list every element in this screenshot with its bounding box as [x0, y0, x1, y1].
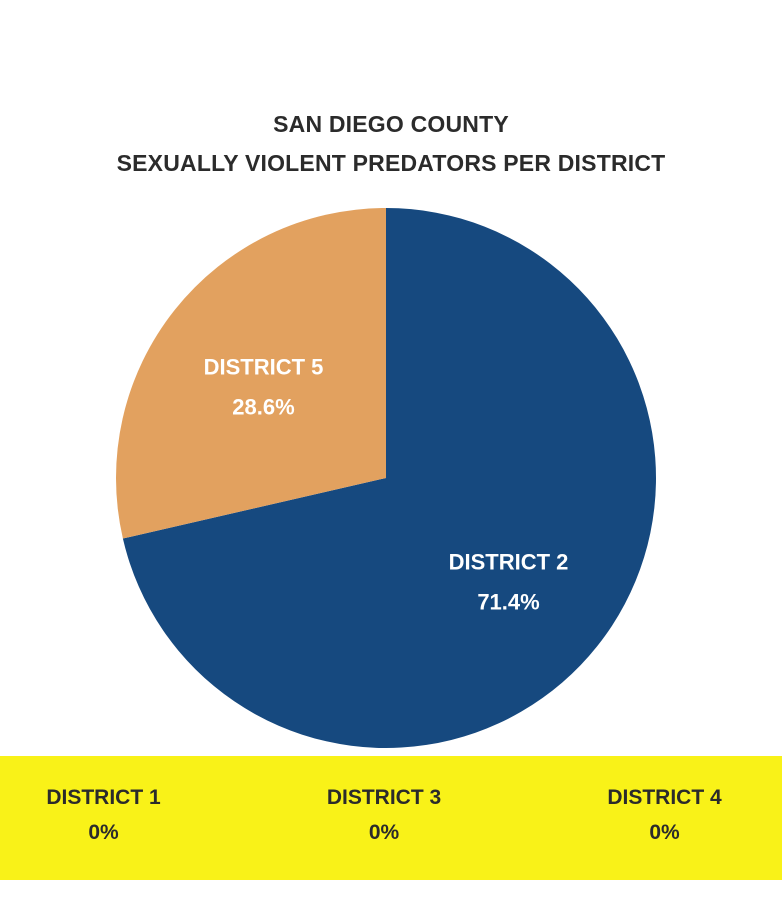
zero-district-4-name: DISTRICT 4: [607, 786, 722, 809]
zero-district-3-name: DISTRICT 3: [326, 786, 442, 809]
zero-district-1: DISTRICT 1 0%: [26, 783, 181, 853]
chart-title: SAN DIEGO COUNTY: [273, 111, 509, 137]
slice-label-name-district-5: DISTRICT 5: [204, 354, 324, 379]
zero-district-3: DISTRICT 3 0%: [307, 783, 462, 853]
zero-district-3-value: 0%: [368, 821, 400, 844]
slice-label-value-district-5: 28.6%: [232, 394, 294, 419]
slice-label-name-district-2: DISTRICT 2: [449, 550, 569, 575]
zero-district-1-name: DISTRICT 1: [46, 786, 161, 809]
zero-district-4: DISTRICT 4 0%: [587, 783, 742, 853]
zero-district-1-value: 0%: [88, 821, 119, 844]
slice-label-value-district-2: 71.4%: [477, 590, 539, 615]
pie-slice-district-5: [115, 207, 386, 539]
zero-district-4-value: 0%: [649, 821, 680, 844]
chart-subtitle: SEXUALLY VIOLENT PREDATORS PER DISTRICT: [116, 150, 666, 176]
pie-slice-district-2: [122, 208, 656, 748]
zero-districts-band: DISTRICT 1 0% DISTRICT 3 0% DISTRICT 4 0…: [0, 756, 782, 880]
